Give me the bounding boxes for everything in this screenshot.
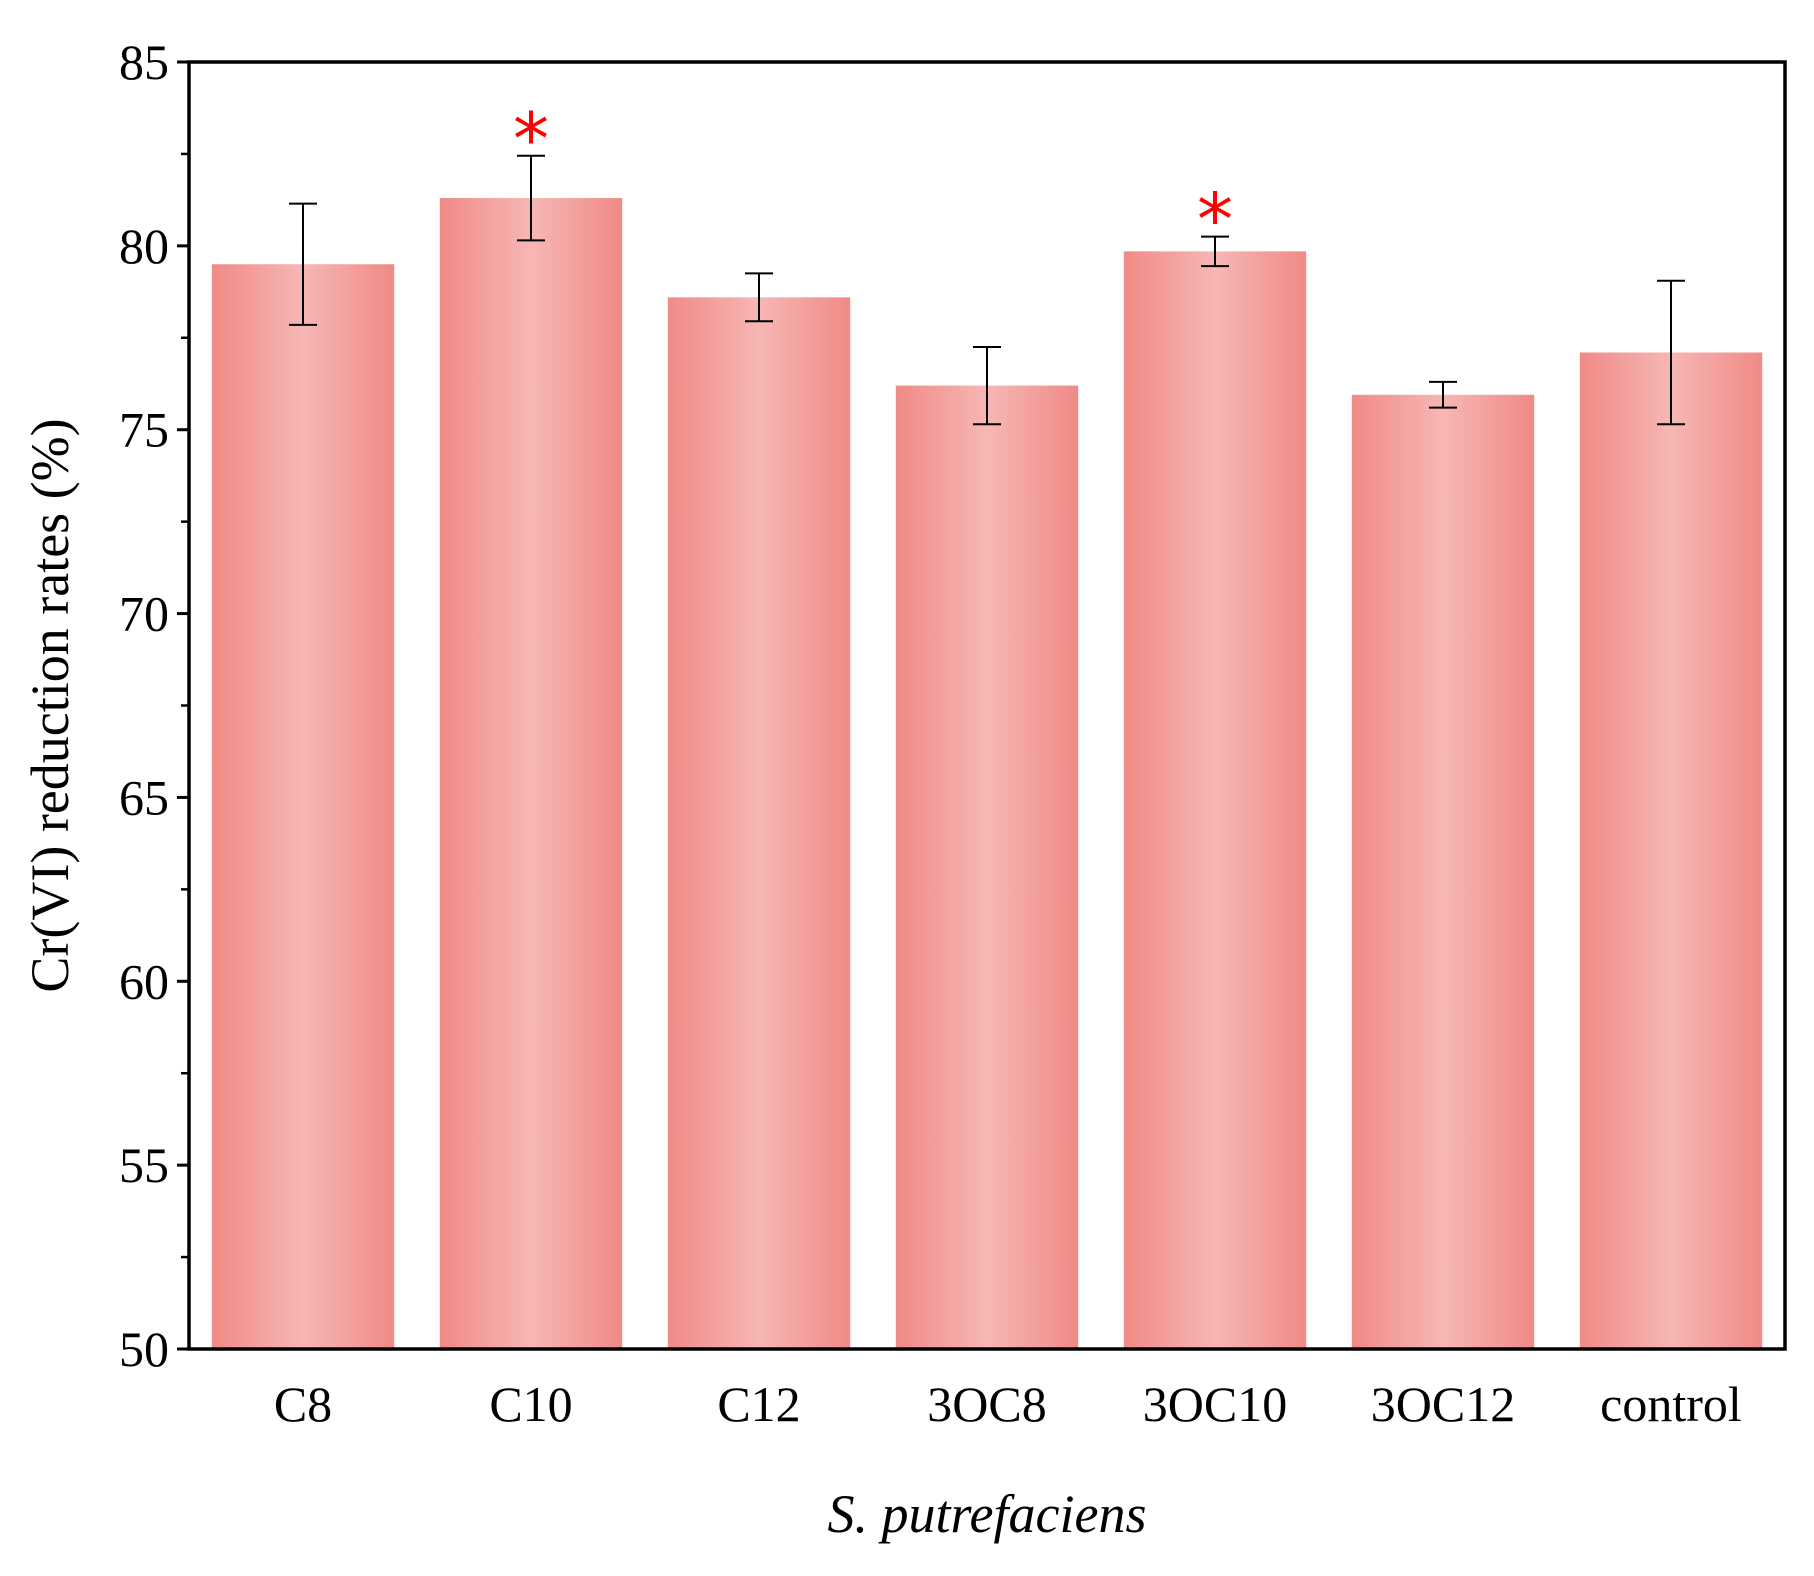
x-tick-label-c8: C8	[274, 1376, 332, 1432]
error-bar-3oc8	[973, 345, 1001, 426]
bar-3oc12	[1351, 394, 1535, 1349]
error-bar-c10	[517, 154, 545, 242]
error-bar-c12	[745, 272, 773, 323]
x-tick-label-control: control	[1600, 1376, 1742, 1432]
significance-asterisk-c10: *	[513, 97, 549, 181]
error-bar-3oc10	[1201, 235, 1229, 268]
bar-3oc8	[895, 385, 1079, 1349]
x-tick-label-3oc12: 3OC12	[1371, 1376, 1515, 1432]
y-axis-label: Cr(VI) reduction rates (%)	[20, 418, 80, 992]
y-axis: 50 55 60 65 70 75 80 85	[119, 34, 189, 1377]
x-axis: C8 C10 C12 3OC8 3OC10 3OC12 control	[274, 1376, 1742, 1432]
significance-markers-layer: **	[513, 97, 1233, 262]
y-tick-label-85: 85	[119, 34, 169, 90]
y-tick-label-75: 75	[119, 402, 169, 458]
y-tick-label-80: 80	[119, 218, 169, 274]
error-bar-control	[1657, 279, 1685, 426]
x-tick-label-c12: C12	[717, 1376, 800, 1432]
bar-3oc10	[1123, 251, 1307, 1350]
x-tick-label-3oc10: 3OC10	[1143, 1376, 1287, 1432]
bar-c12	[667, 297, 851, 1349]
significance-asterisk-3oc10: *	[1197, 178, 1233, 262]
error-bar-c8	[289, 202, 317, 326]
bar-c8	[211, 264, 395, 1349]
error-bar-3oc12	[1429, 380, 1457, 409]
y-tick-label-55: 55	[119, 1137, 169, 1193]
x-tick-label-c10: C10	[489, 1376, 572, 1432]
y-tick-label-65: 65	[119, 769, 169, 825]
bar-control	[1579, 352, 1763, 1350]
y-tick-label-50: 50	[119, 1321, 169, 1377]
y-tick-label-60: 60	[119, 953, 169, 1009]
x-tick-label-3oc8: 3OC8	[927, 1376, 1046, 1432]
bar-c10	[439, 198, 623, 1349]
bars-layer	[211, 198, 1763, 1350]
x-axis-label: S. putrefaciens	[828, 1484, 1147, 1544]
error-bars-layer	[289, 154, 1685, 426]
y-tick-label-70: 70	[119, 586, 169, 642]
